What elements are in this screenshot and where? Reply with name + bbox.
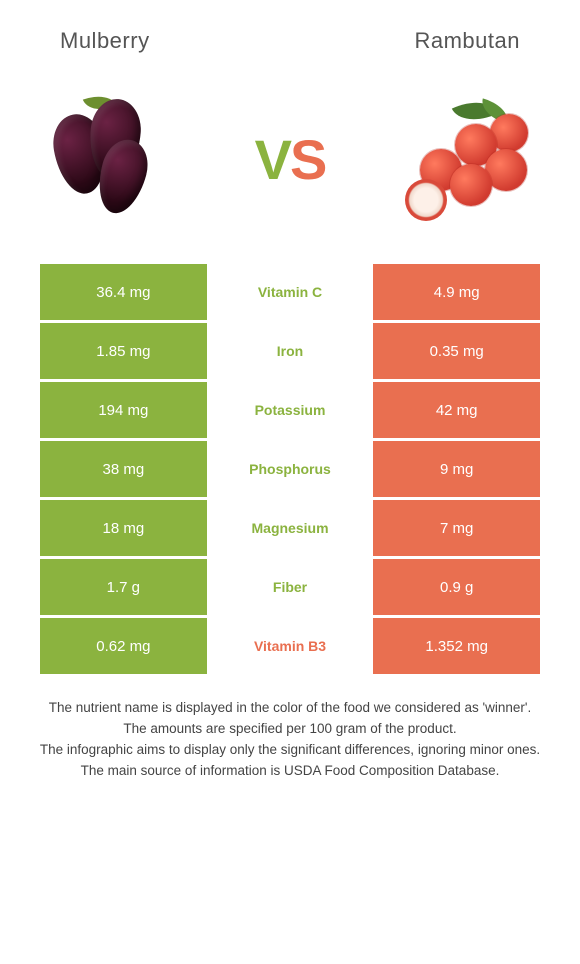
nutrient-label: Vitamin B3 xyxy=(207,618,374,674)
rambutan-image xyxy=(400,89,540,229)
food-name-left: Mulberry xyxy=(60,28,150,54)
table-row: 0.62 mgVitamin B31.352 mg xyxy=(40,618,540,674)
value-left: 1.85 mg xyxy=(40,323,207,379)
mulberry-image xyxy=(40,89,180,229)
value-left: 18 mg xyxy=(40,500,207,556)
vs-v: V xyxy=(255,128,290,191)
value-left: 0.62 mg xyxy=(40,618,207,674)
nutrient-label: Fiber xyxy=(207,559,374,615)
nutrient-label: Phosphorus xyxy=(207,441,374,497)
value-left: 36.4 mg xyxy=(40,264,207,320)
images-row: VS xyxy=(0,64,580,264)
table-row: 36.4 mgVitamin C4.9 mg xyxy=(40,264,540,320)
header-row: Mulberry Rambutan xyxy=(0,0,580,64)
table-row: 1.7 gFiber0.9 g xyxy=(40,559,540,615)
vs-label: VS xyxy=(255,127,326,192)
table-row: 1.85 mgIron0.35 mg xyxy=(40,323,540,379)
table-row: 38 mgPhosphorus9 mg xyxy=(40,441,540,497)
vs-s: S xyxy=(290,128,325,191)
table-row: 18 mgMagnesium7 mg xyxy=(40,500,540,556)
nutrient-label: Magnesium xyxy=(207,500,374,556)
footer-line: The infographic aims to display only the… xyxy=(30,740,550,761)
footer-notes: The nutrient name is displayed in the co… xyxy=(30,698,550,782)
food-name-right: Rambutan xyxy=(414,28,520,54)
footer-line: The amounts are specified per 100 gram o… xyxy=(30,719,550,740)
value-right: 4.9 mg xyxy=(373,264,540,320)
value-left: 38 mg xyxy=(40,441,207,497)
value-right: 7 mg xyxy=(373,500,540,556)
value-right: 9 mg xyxy=(373,441,540,497)
footer-line: The main source of information is USDA F… xyxy=(30,761,550,782)
value-right: 1.352 mg xyxy=(373,618,540,674)
nutrient-label: Potassium xyxy=(207,382,374,438)
value-left: 194 mg xyxy=(40,382,207,438)
value-right: 0.9 g xyxy=(373,559,540,615)
value-left: 1.7 g xyxy=(40,559,207,615)
nutrient-label: Vitamin C xyxy=(207,264,374,320)
value-right: 0.35 mg xyxy=(373,323,540,379)
nutrient-label: Iron xyxy=(207,323,374,379)
footer-line: The nutrient name is displayed in the co… xyxy=(30,698,550,719)
nutrient-table: 36.4 mgVitamin C4.9 mg1.85 mgIron0.35 mg… xyxy=(40,264,540,674)
table-row: 194 mgPotassium42 mg xyxy=(40,382,540,438)
value-right: 42 mg xyxy=(373,382,540,438)
